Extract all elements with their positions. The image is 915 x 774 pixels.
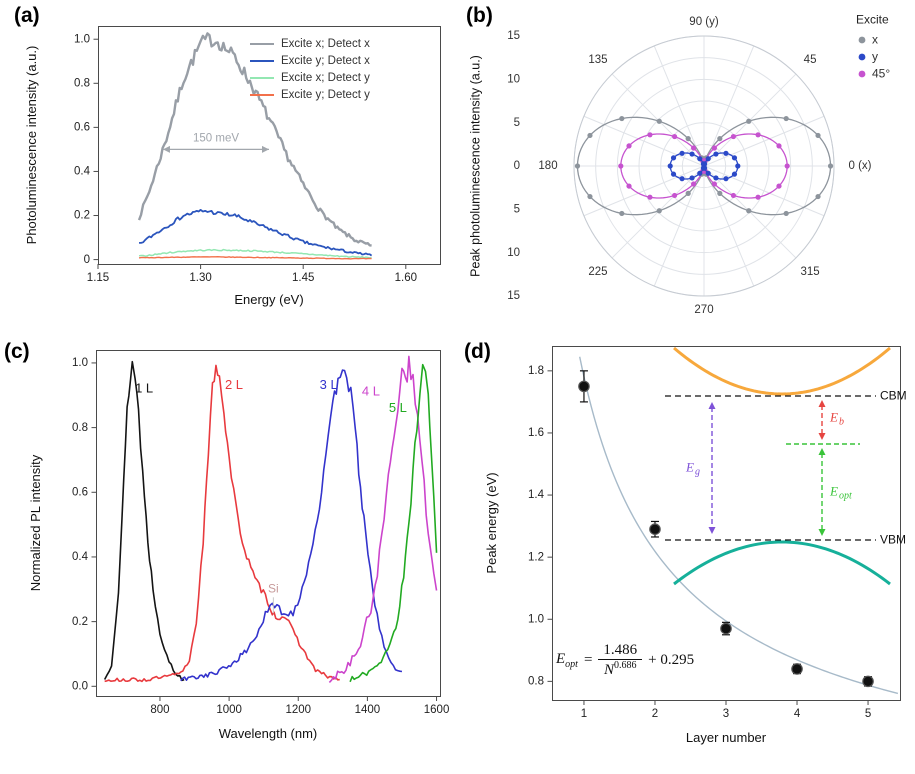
panel-d-chart-canvas (460, 330, 915, 774)
panel-b: (b) (460, 0, 915, 330)
panel-label-a: (a) (14, 4, 40, 27)
fit-formula: Eopt = 1.486 N0.686 + 0.295 (556, 642, 694, 680)
panel-d: (d) Eopt = 1.486 N0.686 + 0.295 (460, 330, 915, 774)
panel-label-c: (c) (4, 340, 30, 363)
formula-equals: = (583, 652, 593, 669)
formula-fraction: 1.486 N0.686 (598, 642, 643, 680)
panel-c-chart-canvas (0, 330, 460, 774)
panel-label-b: (b) (466, 4, 493, 27)
panel-a-chart-canvas (0, 0, 460, 330)
panel-a: (a) (0, 0, 460, 330)
formula-tail: + 0.295 (648, 652, 695, 669)
formula-lhs: Eopt (556, 651, 578, 671)
panel-b-polar-canvas (460, 0, 915, 330)
panel-label-d: (d) (464, 340, 491, 363)
panel-c: (c) (0, 330, 460, 774)
